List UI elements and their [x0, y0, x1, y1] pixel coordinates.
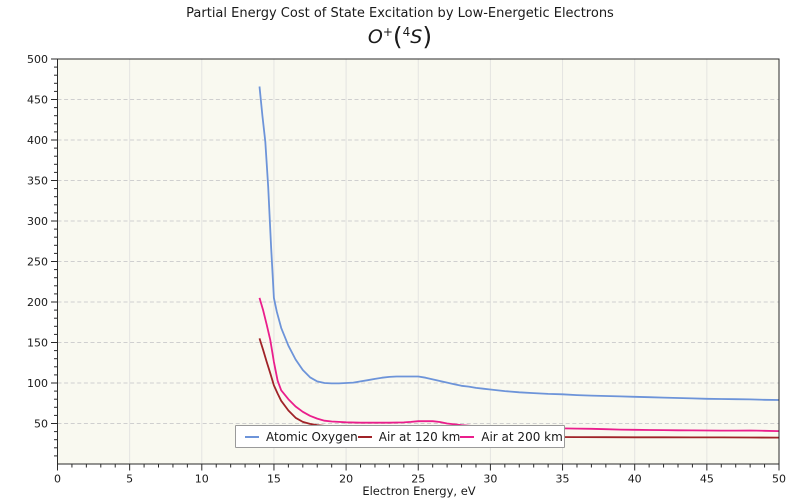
legend-dash-air-200km: [460, 435, 475, 438]
y-tick-label: 100: [27, 377, 48, 390]
horizontal-gridlines: [57, 58, 779, 424]
subtitle-multiplicity-sup: 4: [402, 25, 411, 39]
series-line-air-at-200-km: [258, 297, 780, 432]
legend-label-air-120km: Air at 120 km: [378, 429, 461, 444]
subtitle-term: S: [410, 26, 423, 48]
legend-item-air-200km: Air at 200 km: [460, 430, 563, 444]
legend-dash-atomic-oxygen: [245, 435, 259, 438]
x-tick-label: 10: [195, 473, 209, 486]
x-tick-label: 40: [628, 473, 642, 486]
legend-label-air-200km: Air at 200 km: [481, 429, 563, 444]
y-tick-label: 50: [34, 418, 48, 431]
legend-item-air-120km: Air at 120 km: [357, 429, 461, 444]
subtitle-close-paren: ): [422, 22, 433, 51]
chart-title: Partial Energy Cost of State Excitation …: [186, 6, 614, 21]
x-axis-label: Electron Energy, eV: [362, 484, 476, 498]
x-tick-label: 0: [54, 473, 61, 486]
y-tick-label: 500: [27, 53, 48, 66]
chart-subtitle: O+(4S): [0, 22, 800, 52]
legend-label-atomic-oxygen: Atomic Oxygen: [266, 429, 358, 444]
x-tick-label: 20: [339, 473, 353, 486]
subtitle-open-paren: (: [392, 22, 403, 51]
tick-labels: 0 5 10 15 20 25 30 35 40 45 50 50 100 150 200 250 300 350…: [27, 53, 786, 486]
subtitle-species: O: [367, 26, 383, 48]
subtitle-charge-sup: +: [382, 25, 393, 39]
x-tick-label: 45: [700, 473, 714, 486]
x-tick-label: 30: [483, 473, 497, 486]
y-tick-label: 300: [27, 215, 48, 228]
y-tick-label: 250: [27, 256, 48, 269]
y-tick-label: 450: [27, 94, 48, 107]
x-tick-label: 15: [267, 473, 281, 486]
x-tick-label: 50: [772, 473, 786, 486]
axis-ticks: [51, 58, 780, 471]
y-tick-label: 150: [27, 337, 48, 350]
y-tick-label: 400: [27, 134, 48, 147]
y-tick-label: 200: [27, 296, 48, 309]
x-tick-label: 25: [411, 473, 425, 486]
legend: Atomic Oxygen Air at 120 km Air at 200 k…: [235, 425, 565, 448]
x-tick-label: 35: [556, 473, 570, 486]
x-tick-label: 5: [126, 473, 133, 486]
vertical-gridlines: [129, 59, 780, 464]
legend-dash-air-120km: [357, 435, 372, 438]
y-tick-label: 350: [27, 175, 48, 188]
series-line-atomic-oxygen: [258, 86, 780, 401]
legend-item-atomic-oxygen: Atomic Oxygen: [245, 430, 358, 444]
